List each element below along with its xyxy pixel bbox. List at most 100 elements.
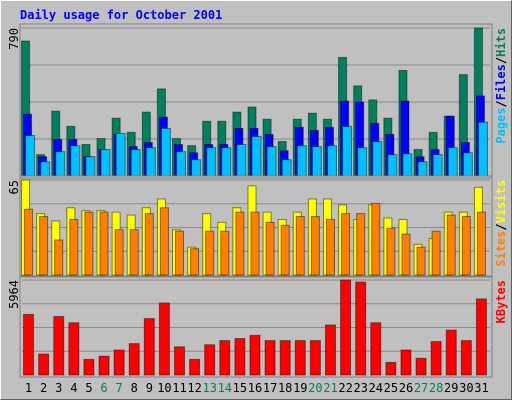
- bar: [144, 213, 154, 276]
- bar: [68, 322, 80, 376]
- legend: Sites/Visits: [494, 180, 508, 267]
- bar: [324, 324, 336, 376]
- bar: [70, 145, 81, 177]
- bar: [431, 230, 441, 276]
- bar: [311, 146, 322, 177]
- bar: [296, 145, 307, 177]
- bar: [145, 147, 156, 177]
- bar: [309, 340, 321, 376]
- bar: [176, 151, 187, 177]
- bar: [461, 216, 471, 276]
- bar: [25, 135, 36, 177]
- bar: [294, 340, 306, 376]
- bar: [100, 149, 111, 177]
- x-tick-label: 2: [40, 381, 47, 395]
- bar: [279, 340, 291, 376]
- x-tick-label: 29: [444, 381, 458, 395]
- bar: [387, 154, 398, 177]
- legend-entry: Hits: [494, 28, 508, 57]
- legend-separator: /: [494, 57, 508, 64]
- legend-entry: Sites: [494, 231, 508, 267]
- x-tick-label: 22: [338, 381, 352, 395]
- x-tick-label: 25: [384, 381, 398, 395]
- bar: [401, 233, 411, 276]
- panel-frame: [19, 275, 493, 378]
- bar: [417, 161, 428, 177]
- legend: KBytes: [494, 280, 508, 323]
- x-tick-label: 31: [474, 381, 488, 395]
- bar: [174, 346, 186, 376]
- bar: [326, 145, 337, 177]
- bar: [280, 224, 290, 276]
- bar: [325, 218, 335, 276]
- bar: [356, 213, 366, 276]
- bar: [341, 213, 351, 276]
- x-tick-label: 12: [187, 381, 201, 395]
- x-tick-label: 16: [248, 381, 262, 395]
- bar: [355, 281, 367, 376]
- bar: [446, 214, 456, 276]
- bar: [447, 147, 458, 177]
- bar: [159, 207, 169, 276]
- bar: [236, 144, 247, 177]
- bar: [191, 159, 202, 177]
- bar: [83, 358, 95, 376]
- x-tick-label: 23: [353, 381, 367, 395]
- bar: [69, 218, 79, 276]
- bar: [462, 152, 473, 177]
- legend: Pages/Files/Hits: [494, 28, 508, 144]
- bar: [219, 340, 231, 376]
- x-tick-label: 18: [278, 381, 292, 395]
- bar: [114, 229, 124, 276]
- x-tick-label: 19: [293, 381, 307, 395]
- bar: [85, 156, 96, 177]
- bar: [205, 230, 215, 276]
- bar: [266, 146, 277, 177]
- y-tick-label: 790: [7, 28, 21, 50]
- bar: [115, 132, 126, 177]
- bar: [158, 302, 170, 376]
- bar: [220, 230, 230, 276]
- bar: [221, 147, 232, 177]
- bar: [460, 340, 472, 376]
- bar: [357, 147, 368, 177]
- panel-frame: [19, 23, 493, 179]
- bar: [38, 353, 50, 376]
- bar: [130, 149, 141, 177]
- bar: [23, 313, 35, 376]
- bar: [204, 344, 216, 376]
- y-tick-label: 5964: [7, 280, 21, 309]
- y-tick-label: 65: [7, 180, 21, 194]
- x-tick-label: 20: [308, 381, 322, 395]
- x-tick-label: 27: [414, 381, 428, 395]
- bar: [477, 121, 488, 177]
- bar: [175, 230, 185, 276]
- bar: [370, 322, 382, 376]
- bar: [24, 208, 34, 276]
- x-tick-label: 17: [263, 381, 277, 395]
- bar: [98, 355, 110, 376]
- bar: [310, 216, 320, 276]
- bar: [372, 141, 383, 177]
- bar: [264, 340, 276, 376]
- x-tick-label: 6: [100, 381, 107, 395]
- bar: [250, 211, 260, 276]
- bar: [415, 357, 427, 376]
- bar: [402, 153, 413, 177]
- panel-frame: [19, 175, 493, 278]
- bar: [39, 216, 49, 276]
- bar: [40, 161, 51, 177]
- x-tick-label: 15: [233, 381, 247, 395]
- bar: [84, 211, 94, 276]
- x-tick-label: 11: [172, 381, 186, 395]
- bar: [432, 154, 443, 177]
- bar: [445, 329, 457, 376]
- x-tick-label: 10: [157, 381, 171, 395]
- x-tick-label: 26: [399, 381, 413, 395]
- bar: [190, 248, 200, 276]
- bar: [385, 361, 397, 376]
- bar: [475, 298, 487, 376]
- x-tick-label: 21: [323, 381, 337, 395]
- bar: [129, 229, 139, 276]
- legend-separator: /: [494, 100, 508, 107]
